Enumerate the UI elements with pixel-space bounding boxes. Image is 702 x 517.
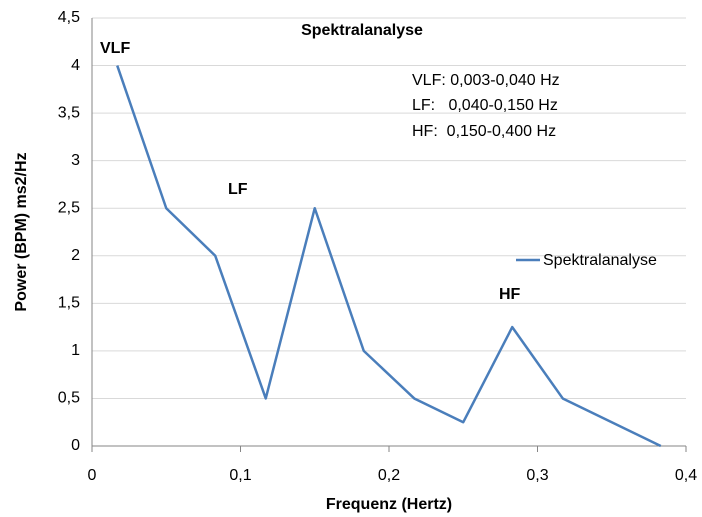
legend-label: Spektralanalyse xyxy=(543,252,657,269)
x-tick-label: 0,4 xyxy=(675,467,697,484)
y-tick-label: 3,5 xyxy=(58,104,80,121)
annotation: HF: 0,150-0,400 Hz xyxy=(412,123,556,140)
x-tick-label: 0,1 xyxy=(229,467,251,484)
chart-title: Spektralanalyse xyxy=(301,22,423,39)
annotation: LF xyxy=(228,181,248,198)
y-axis-label: Power (BPM) ms2/Hz xyxy=(13,152,30,311)
y-tick-label: 1,5 xyxy=(58,295,80,312)
x-tick-label: 0,3 xyxy=(526,467,548,484)
line-series xyxy=(116,65,662,448)
y-tick-label: 1 xyxy=(71,342,80,359)
y-tick-label: 4 xyxy=(71,57,80,74)
annotation: LF: 0,040-0,150 Hz xyxy=(412,97,558,114)
y-tick-label: 3 xyxy=(71,152,80,169)
y-tick-label: 0,5 xyxy=(58,390,80,407)
x-axis-label: Frequenz (Hertz) xyxy=(326,496,452,513)
annotation: HF xyxy=(499,286,521,303)
y-tick-label: 4,5 xyxy=(58,9,80,26)
y-tick-label: 2,5 xyxy=(58,199,80,216)
y-tick-label: 0 xyxy=(71,437,80,454)
y-tick-label: 2 xyxy=(71,247,80,264)
x-tick-label: 0 xyxy=(88,467,97,484)
annotation: VLF xyxy=(100,40,130,57)
annotation: VLF: 0,003-0,040 Hz xyxy=(412,72,560,89)
x-tick-label: 0,2 xyxy=(378,467,400,484)
